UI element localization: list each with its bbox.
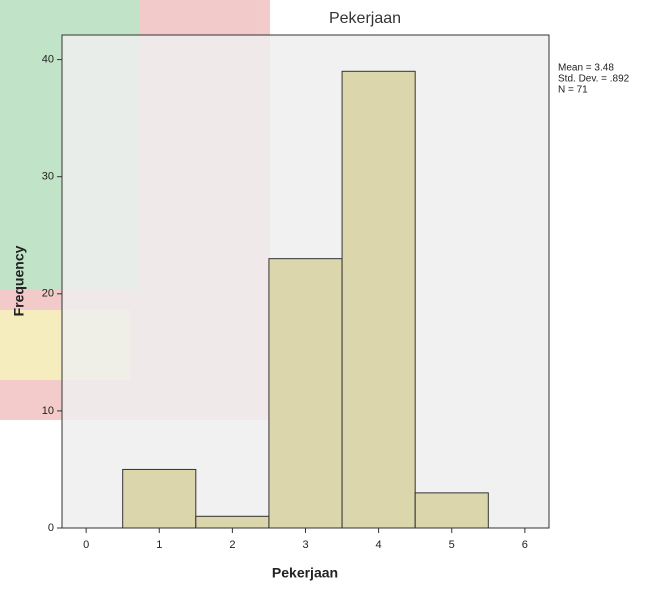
x-tick-label: 4: [376, 539, 382, 551]
y-tick-label: 10: [42, 405, 54, 417]
x-tick-label: 3: [302, 539, 308, 551]
bar: [195, 515, 270, 529]
y-axis-label: Frequency: [11, 245, 27, 316]
stat-note: Std. Dev. = .892: [558, 74, 630, 85]
x-tick-label: 5: [449, 539, 455, 551]
x-tick-label: 1: [156, 539, 162, 551]
bar: [268, 258, 343, 529]
bar: [341, 70, 416, 529]
y-tick-label: 20: [42, 288, 54, 300]
chart-title: Pekerjaan: [329, 10, 401, 27]
x-tick-label: 2: [229, 539, 235, 551]
y-tick-label: 0: [48, 522, 54, 534]
bar: [122, 468, 197, 529]
bar: [414, 492, 489, 529]
y-tick-label: 40: [42, 53, 54, 65]
stat-note: N = 71: [558, 85, 588, 96]
x-tick-label: 0: [83, 539, 89, 551]
x-axis-label: Pekerjaan: [272, 565, 338, 581]
x-tick-label: 6: [522, 539, 528, 551]
y-tick-label: 30: [42, 171, 54, 183]
stat-note: Mean = 3.48: [558, 63, 614, 74]
